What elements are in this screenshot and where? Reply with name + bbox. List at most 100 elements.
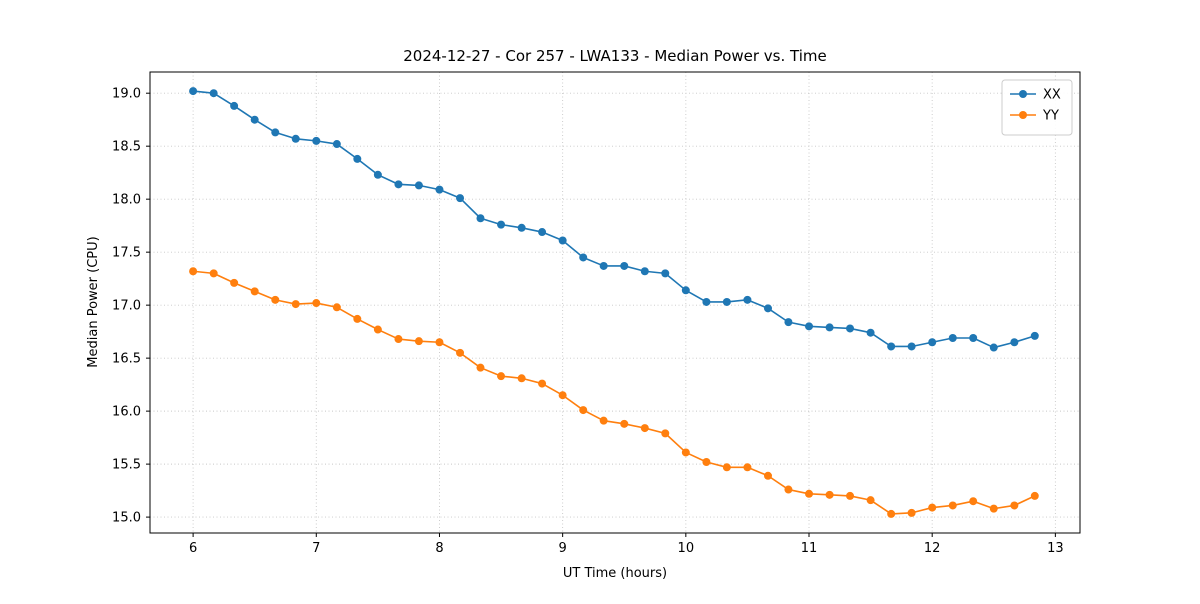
marker-XX: [250, 115, 259, 124]
marker-XX: [640, 267, 649, 276]
marker-XX: [743, 295, 752, 304]
y-tick-label: 17.5: [112, 246, 141, 261]
marker-YY: [948, 501, 957, 510]
marker-YY: [887, 509, 896, 518]
marker-XX: [825, 323, 834, 332]
marker-YY: [1010, 501, 1019, 510]
data-series: [189, 87, 1039, 518]
marker-YY: [394, 335, 403, 344]
legend: XX YY: [1001, 79, 1073, 136]
x-axis-label: UT Time (hours): [563, 566, 667, 581]
marker-YY: [230, 278, 239, 287]
marker-XX: [579, 253, 588, 262]
marker-YY: [414, 337, 423, 346]
marker-XX: [456, 194, 465, 203]
legend-marker-YY: [1019, 111, 1027, 119]
marker-YY: [538, 379, 547, 388]
legend-box: [1001, 79, 1073, 136]
marker-XX: [681, 286, 690, 295]
marker-YY: [353, 314, 362, 323]
marker-YY: [579, 406, 588, 415]
series-line-YY: [192, 270, 1036, 515]
x-tick-label: 9: [559, 541, 567, 556]
marker-XX: [373, 170, 382, 179]
grid-lines: [150, 72, 1080, 533]
y-axis-label: Median Power (CPU): [86, 236, 101, 367]
y-tick-label: 15.0: [112, 511, 141, 526]
marker-XX: [928, 338, 937, 347]
marker-YY: [846, 491, 855, 500]
marker-XX: [784, 318, 793, 327]
y-tick-label: 17.0: [112, 299, 141, 314]
marker-YY: [189, 267, 198, 276]
marker-XX: [332, 140, 341, 149]
series-line-XX: [192, 90, 1036, 349]
marker-YY: [681, 448, 690, 457]
legend-marker-XX: [1019, 90, 1027, 98]
marker-YY: [456, 348, 465, 357]
marker-XX: [722, 297, 731, 306]
marker-XX: [312, 136, 321, 145]
marker-YY: [784, 485, 793, 494]
marker-XX: [805, 322, 814, 331]
marker-XX: [209, 89, 218, 98]
marker-YY: [928, 503, 937, 512]
marker-YY: [866, 496, 875, 505]
marker-XX: [846, 324, 855, 333]
x-tick-label: 12: [924, 541, 941, 556]
marker-YY: [1030, 491, 1039, 500]
marker-XX: [866, 328, 875, 337]
marker-XX: [435, 185, 444, 194]
marker-XX: [763, 304, 772, 313]
chart-title: 2024-12-27 - Cor 257 - LWA133 - Median P…: [403, 47, 827, 65]
marker-YY: [620, 419, 629, 428]
marker-XX: [1010, 338, 1019, 347]
x-tick-label: 8: [435, 541, 443, 556]
y-tick-label: 16.5: [112, 352, 141, 367]
marker-YY: [599, 416, 608, 425]
marker-XX: [538, 228, 547, 237]
marker-YY: [558, 391, 567, 400]
marker-YY: [640, 424, 649, 433]
marker-XX: [702, 297, 711, 306]
y-tick-label: 18.0: [112, 193, 141, 208]
marker-YY: [209, 269, 218, 278]
legend-label-XX: XX: [1043, 88, 1061, 103]
marker-XX: [189, 87, 198, 96]
marker-XX: [599, 261, 608, 270]
marker-XX: [230, 101, 239, 110]
marker-XX: [948, 334, 957, 342]
x-tick-label: 10: [678, 541, 695, 556]
marker-XX: [414, 181, 423, 190]
marker-XX: [476, 214, 485, 223]
marker-XX: [394, 180, 403, 189]
marker-XX: [291, 134, 300, 143]
y-tick-label: 18.5: [112, 140, 141, 155]
y-tick-label: 15.5: [112, 458, 141, 473]
marker-XX: [353, 154, 362, 163]
marker-XX: [620, 261, 629, 270]
x-tick-label: 6: [189, 541, 197, 556]
marker-YY: [517, 374, 526, 383]
marker-YY: [969, 497, 978, 506]
axis-ticks: 6 7 8 9 10 11 12 13 15.0 15.5 16.0 16.5 17.0 17.5 18.0…: [112, 87, 1064, 556]
marker-YY: [435, 338, 444, 347]
marker-XX: [1030, 331, 1039, 340]
x-tick-label: 13: [1047, 541, 1064, 556]
marker-YY: [476, 363, 485, 372]
marker-YY: [805, 489, 814, 498]
marker-YY: [825, 490, 834, 499]
marker-YY: [763, 471, 772, 480]
plot-border: [149, 71, 1081, 534]
y-tick-label: 19.0: [112, 87, 141, 102]
marker-XX: [497, 220, 506, 229]
marker-XX: [887, 342, 896, 351]
marker-XX: [969, 334, 978, 342]
marker-YY: [250, 287, 259, 296]
marker-XX: [661, 269, 670, 278]
legend-label-YY: YY: [1042, 109, 1059, 124]
marker-YY: [722, 463, 731, 472]
x-tick-label: 11: [801, 541, 818, 556]
